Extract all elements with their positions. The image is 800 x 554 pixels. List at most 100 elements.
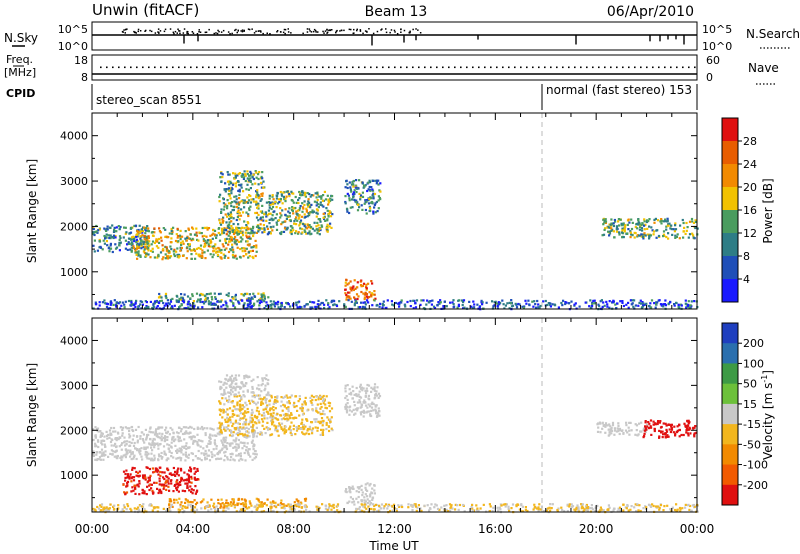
echo-cell xyxy=(481,301,484,304)
echo-cell xyxy=(322,402,325,405)
echo-cell xyxy=(317,224,320,227)
echo-cell xyxy=(143,245,147,249)
echo-cell xyxy=(126,243,129,246)
echo-cell xyxy=(539,508,543,511)
nave-point xyxy=(292,66,294,69)
echo-cell xyxy=(287,410,290,413)
echo-cell xyxy=(131,438,134,441)
echo-cell xyxy=(179,449,182,453)
nave-point xyxy=(628,66,630,69)
echo-cell xyxy=(634,226,637,229)
nsky-point xyxy=(366,30,368,33)
nave-point xyxy=(352,66,354,69)
echo-cell xyxy=(462,299,466,302)
echo-cell xyxy=(312,395,315,399)
echo-cell xyxy=(241,502,245,505)
echo-cell xyxy=(236,404,239,407)
echo-cell xyxy=(265,406,268,409)
echo-cell xyxy=(236,402,239,405)
echo-cell xyxy=(127,299,131,303)
echo-cell xyxy=(172,490,175,493)
echo-cell xyxy=(274,417,277,420)
nsky-point xyxy=(408,32,411,34)
echo-cell xyxy=(248,298,251,301)
echo-cell xyxy=(236,395,239,398)
colorbar-tick-label: 28 xyxy=(743,135,757,148)
echo-cell xyxy=(161,426,164,429)
echo-cell xyxy=(170,446,173,449)
echo-cell xyxy=(317,398,320,401)
echo-cell xyxy=(309,400,312,403)
echo-cell xyxy=(247,231,250,234)
echo-cell xyxy=(245,225,248,228)
nsky-point xyxy=(157,31,159,33)
echo-cell xyxy=(361,208,364,211)
echo-cell xyxy=(217,502,220,505)
echo-cell xyxy=(234,255,237,258)
echo-cell xyxy=(294,218,297,221)
echo-cell xyxy=(377,183,380,186)
echo-cell xyxy=(491,300,494,303)
echo-cell xyxy=(301,409,304,413)
echo-cell xyxy=(177,432,180,435)
echo-cell xyxy=(662,305,665,308)
echo-cell xyxy=(375,200,378,204)
echo-cell xyxy=(136,449,139,452)
echo-cell xyxy=(363,297,366,301)
echo-cell xyxy=(291,505,294,508)
echo-cell xyxy=(237,189,240,192)
echo-cell xyxy=(259,299,262,302)
echo-cell xyxy=(260,400,263,403)
echo-cell xyxy=(218,408,221,411)
echo-cell xyxy=(252,378,255,381)
echo-cell xyxy=(297,201,300,205)
nsky-point xyxy=(309,30,311,32)
echo-cell xyxy=(176,247,179,250)
echo-cell xyxy=(163,471,166,474)
echo-cell xyxy=(219,503,222,506)
echo-cell xyxy=(359,306,362,309)
echo-cell xyxy=(127,242,131,245)
echo-cell xyxy=(237,201,240,204)
echo-cell xyxy=(666,217,669,220)
echo-cell xyxy=(258,413,261,416)
echo-cell xyxy=(359,411,362,414)
echo-cell xyxy=(195,227,198,230)
echo-cell xyxy=(556,508,559,512)
echo-cell xyxy=(120,455,123,458)
echo-cell xyxy=(549,503,552,506)
echo-cell xyxy=(214,297,217,300)
echo-cell xyxy=(450,504,453,507)
echo-cell xyxy=(255,503,259,506)
echo-cell xyxy=(363,506,366,509)
echo-cell xyxy=(260,501,263,504)
echo-cell xyxy=(274,401,277,404)
echo-cell xyxy=(108,226,111,229)
echo-cell xyxy=(210,295,213,299)
echo-cell xyxy=(106,303,110,306)
echo-cell xyxy=(327,212,330,215)
echo-cell xyxy=(678,237,681,240)
echo-cell xyxy=(621,229,624,232)
echo-cell xyxy=(241,250,244,253)
nave-tick-bottom: 0 xyxy=(706,71,713,84)
echo-cell xyxy=(230,189,233,192)
echo-cell xyxy=(147,253,150,256)
echo-cell xyxy=(378,414,381,417)
echo-cell xyxy=(303,194,306,197)
echo-cell xyxy=(535,507,539,510)
echo-cell xyxy=(225,188,228,191)
echo-cell xyxy=(187,501,190,504)
echo-cell xyxy=(96,429,99,432)
echo-cell xyxy=(201,428,204,431)
echo-cell xyxy=(252,423,255,426)
echo-cell xyxy=(308,432,311,436)
echo-cell xyxy=(124,226,127,229)
echo-cell xyxy=(231,243,234,246)
echo-cell xyxy=(327,303,330,306)
echo-cell xyxy=(311,403,314,406)
echo-cell xyxy=(157,453,161,456)
echo-cell xyxy=(214,510,217,513)
echo-cell xyxy=(162,487,165,490)
echo-cell xyxy=(330,407,334,410)
